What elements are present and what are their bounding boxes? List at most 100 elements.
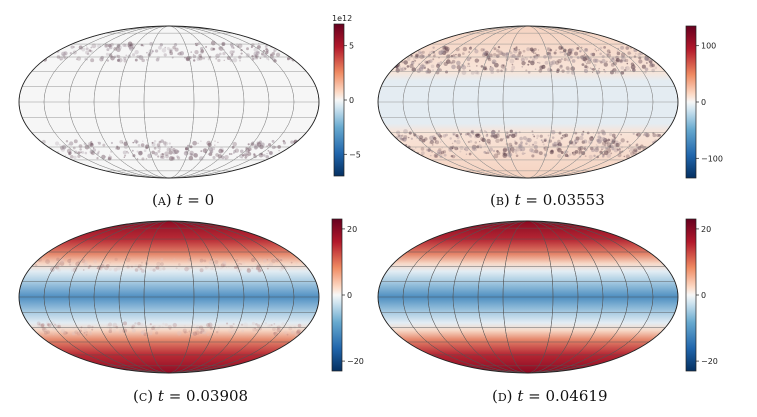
noise-dot [192, 331, 198, 336]
noise-dot [485, 134, 489, 137]
noise-dot [117, 58, 121, 62]
noise-dot [255, 57, 259, 60]
noise-dot [83, 262, 86, 266]
noise-dot [551, 136, 555, 139]
noise-dot [607, 138, 611, 142]
noise-dot [652, 133, 657, 138]
noise-dot [246, 326, 248, 329]
noise-dot [157, 155, 160, 158]
noise-dot [446, 54, 451, 59]
noise-dot [269, 262, 274, 267]
noise-dot [601, 137, 606, 142]
noise-dot [441, 53, 443, 55]
noise-dot [490, 130, 496, 136]
noise-dot [131, 328, 136, 333]
noise-dot [112, 322, 118, 328]
noise-dot [425, 148, 429, 152]
noise-dot [240, 48, 243, 52]
noise-dot [294, 144, 300, 149]
noise-dot [212, 156, 216, 160]
noise-dot [189, 152, 193, 156]
noise-dot [127, 41, 133, 47]
noise-dot [225, 266, 228, 269]
noise-dot [219, 147, 224, 152]
noise-dot [72, 146, 76, 150]
noise-dot [56, 155, 59, 159]
noise-dot [61, 144, 67, 150]
noise-dot [560, 144, 563, 147]
noise-dot [51, 153, 55, 158]
noise-dot [529, 148, 534, 153]
noise-dot [273, 50, 276, 53]
noise-dot [522, 49, 526, 53]
noise-dot [636, 143, 639, 145]
noise-dot [77, 154, 81, 159]
noise-dot [574, 131, 578, 135]
noise-dot [273, 331, 279, 337]
noise-dot [564, 133, 566, 136]
noise-dot [438, 50, 443, 55]
noise-dot [619, 59, 623, 63]
noise-dot [583, 139, 588, 144]
noise-dot [599, 150, 603, 154]
caption-variable: t [514, 191, 521, 209]
noise-dot [433, 53, 436, 56]
noise-dot [136, 55, 140, 59]
noise-dot [461, 52, 465, 55]
noise-dot [242, 153, 245, 157]
noise-dot [533, 55, 536, 58]
noise-dot [262, 49, 266, 53]
noise-dot [202, 330, 207, 335]
noise-dot [482, 51, 487, 56]
noise-dot [137, 321, 141, 326]
noise-dot [550, 149, 554, 153]
noise-dot [254, 144, 259, 149]
noise-dot [572, 151, 577, 156]
noise-dot [55, 262, 61, 267]
noise-dot [34, 143, 39, 148]
noise-dot [96, 157, 99, 160]
noise-dot [240, 263, 243, 266]
noise-dot [530, 149, 535, 153]
noise-dot [529, 47, 534, 52]
noise-dot [260, 269, 262, 272]
noise-dot [271, 52, 275, 56]
noise-dot [253, 145, 258, 150]
colorbar-tick-label: 20 [701, 225, 711, 234]
noise-dot [290, 261, 293, 264]
map-outline [377, 25, 679, 179]
noise-dot [582, 57, 587, 62]
noise-dot [273, 59, 277, 63]
noise-dot [397, 65, 401, 69]
noise-dot [566, 150, 569, 153]
noise-dot [123, 156, 126, 159]
noise-dot [246, 268, 252, 273]
map-outline [377, 220, 679, 374]
noise-dot [244, 153, 249, 158]
noise-dot [136, 150, 139, 153]
field-band-south [36, 321, 303, 337]
caption-label: (a) [152, 191, 172, 209]
noise-dot [148, 52, 152, 56]
noise-dot [297, 323, 302, 328]
noise-dot [271, 41, 275, 46]
noise-dot [438, 68, 442, 72]
noise-dot [188, 155, 194, 161]
noise-dot [214, 260, 219, 265]
noise-dot [403, 147, 407, 151]
noise-dot [469, 57, 472, 59]
noise-dot [211, 146, 216, 151]
noise-dot [289, 150, 293, 154]
noise-dot [140, 331, 145, 335]
noise-dot [232, 328, 236, 332]
noise-dot [169, 51, 171, 54]
graticule [378, 26, 678, 178]
noise-dot [549, 150, 554, 155]
noise-dot [85, 47, 89, 51]
noise-dot [179, 51, 185, 56]
noise-dot [90, 46, 93, 49]
noise-dot [618, 148, 621, 152]
noise-dot [164, 46, 167, 49]
noise-dot [116, 265, 121, 271]
noise-dot [218, 52, 222, 56]
